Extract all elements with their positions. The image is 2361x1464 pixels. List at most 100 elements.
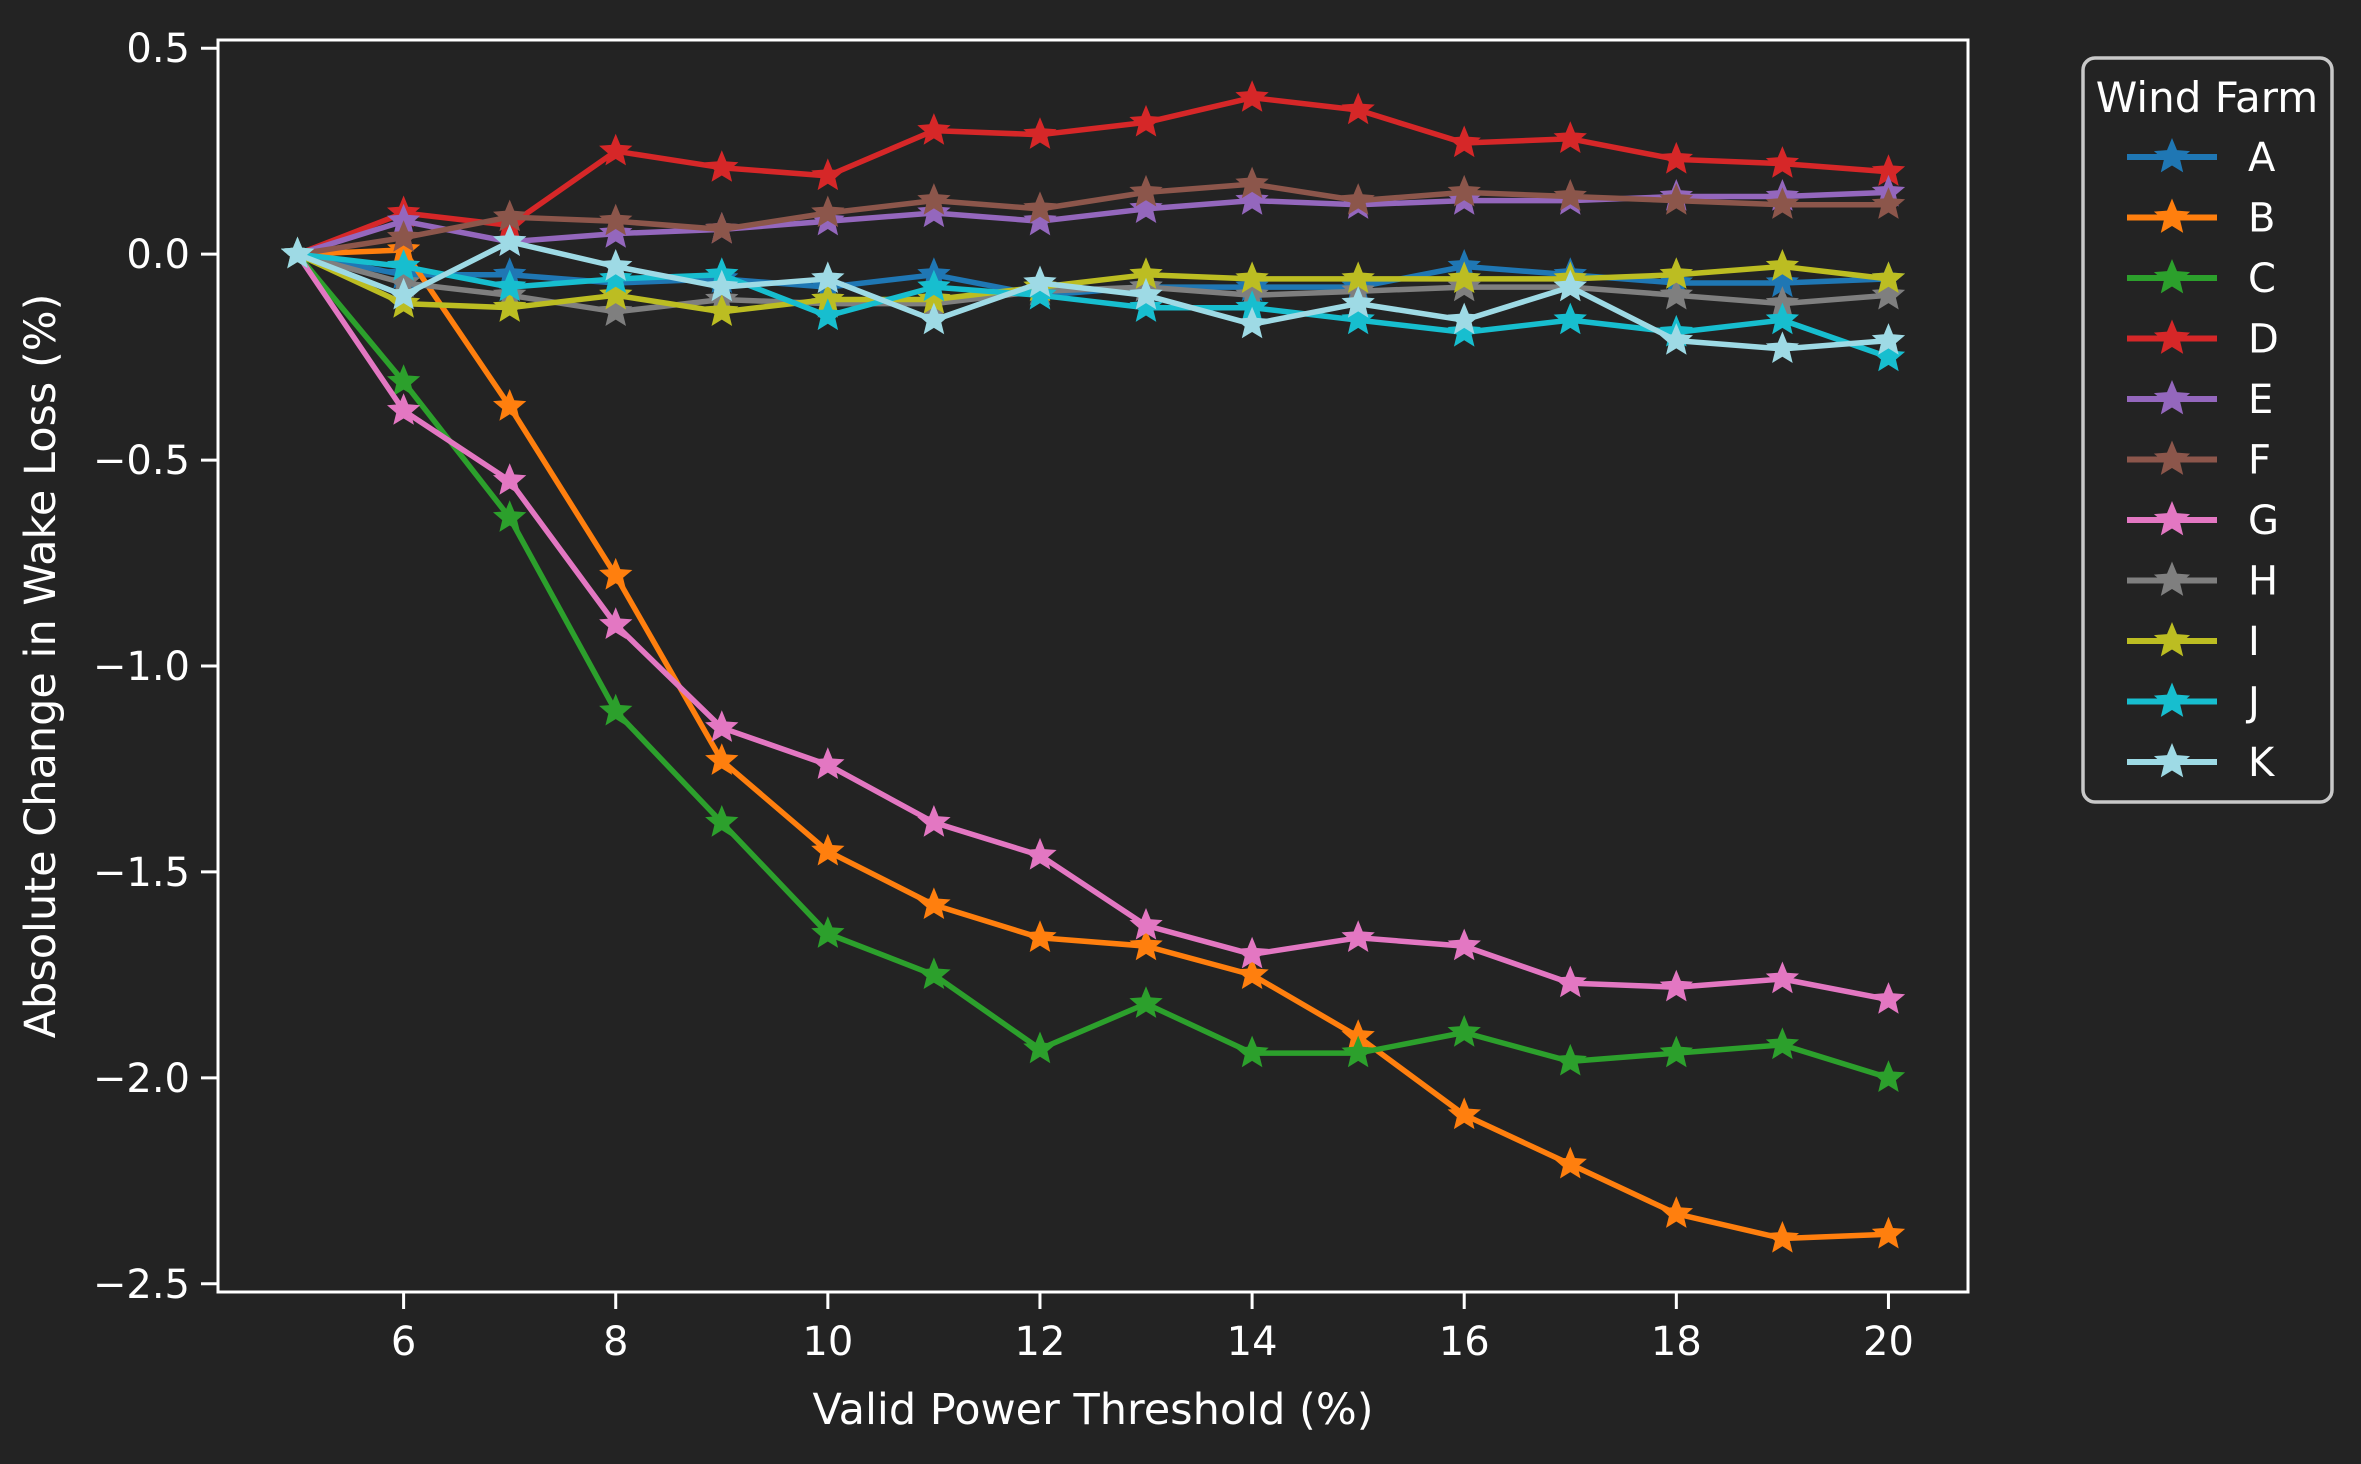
marker-star-K: [1235, 306, 1269, 339]
marker-star-F: [599, 203, 633, 236]
legend-item-A: A: [2127, 135, 2276, 181]
marker-star-B: [1129, 928, 1163, 961]
marker-star-I: [1765, 249, 1799, 281]
x-axis: 6 8 10 12 14 16 18 20: [391, 1292, 1914, 1365]
series-line-G: [294, 251, 1892, 1003]
marker-star-G: [599, 607, 633, 639]
marker-star-J: [599, 261, 633, 293]
marker-star-J: [1871, 339, 1906, 372]
marker-star-F: [1129, 174, 1163, 207]
series-line-F: [294, 181, 1892, 257]
y-tick-label: −1.5: [93, 850, 190, 896]
series-F: [280, 166, 1906, 269]
marker-star-I: [917, 282, 951, 314]
y-tick-label: 0.5: [126, 26, 190, 72]
marker-star-D: [599, 133, 633, 166]
marker-star-F: [1341, 183, 1375, 215]
marker-star-J: [1553, 302, 1587, 335]
marker-star-F: [917, 183, 951, 215]
marker-star-C: [1023, 1031, 1057, 1064]
series-E: [280, 174, 1906, 269]
marker-star-E: [1023, 203, 1057, 236]
marker-star-K: [493, 224, 527, 256]
marker-star-C: [917, 957, 951, 989]
marker-star-F: [1553, 179, 1587, 211]
marker-star-C: [811, 916, 845, 948]
marker-star-B: [1765, 1221, 1799, 1253]
legend-item-C: C: [2127, 256, 2276, 302]
marker-star-F: [811, 195, 845, 228]
legend-item-label-A: A: [2248, 135, 2276, 181]
x-tick-label: 10: [802, 1319, 853, 1365]
x-tick-label: 16: [1439, 1319, 1490, 1365]
legend-item-K: K: [2127, 740, 2276, 786]
x-tick-label: 12: [1015, 1319, 1066, 1365]
marker-star-B: [1553, 1146, 1587, 1179]
legend-item-label-G: G: [2248, 498, 2279, 544]
marker-star-B: [917, 887, 951, 919]
marker-star-G: [1871, 982, 1906, 1014]
marker-star-K: [1553, 269, 1587, 302]
y-axis-label: Absolute Change in Wake Loss (%): [16, 294, 66, 1039]
marker-star-B: [705, 743, 739, 775]
marker-star-I: [1129, 257, 1163, 289]
marker-star-D: [1659, 141, 1693, 174]
marker-star-K: [1129, 277, 1163, 310]
legend-marker-star-F: [2153, 440, 2191, 475]
marker-star-K: [917, 302, 951, 335]
marker-star-D: [1447, 125, 1481, 158]
marker-star-F: [1447, 174, 1481, 207]
marker-star-C: [1659, 1035, 1693, 1068]
legend-item-B: B: [2127, 196, 2275, 242]
marker-star-J: [1129, 290, 1163, 322]
legend-item-label-F: F: [2248, 438, 2271, 484]
marker-star-K: [1023, 265, 1057, 298]
marker-star-F: [493, 199, 527, 232]
marker-star-E: [1129, 191, 1163, 223]
legend-item-H: H: [2127, 559, 2278, 605]
marker-star-C: [1447, 1015, 1481, 1047]
marker-star-F: [1023, 191, 1057, 223]
legend-marker-star-I: [2153, 622, 2191, 657]
marker-star-E: [1235, 183, 1269, 215]
series-G: [280, 236, 1906, 1014]
marker-star-C: [705, 805, 739, 837]
marker-star-K: [280, 236, 315, 269]
legend-marker-star-G: [2153, 501, 2191, 536]
marker-star-F: [1235, 166, 1269, 199]
marker-star-G: [1659, 969, 1693, 1002]
marker-star-K: [1341, 286, 1375, 318]
legend-item-label-D: D: [2248, 317, 2279, 363]
marker-star-J: [917, 269, 951, 302]
marker-star-J: [1023, 277, 1057, 310]
marker-star-G: [1129, 908, 1163, 940]
y-tick-label: −2.5: [93, 1262, 190, 1308]
series-line-J: [294, 251, 1892, 360]
marker-star-I: [705, 294, 739, 326]
legend-marker-star-C: [2153, 259, 2191, 294]
marker-star-D: [1235, 80, 1269, 112]
marker-star-B: [599, 557, 633, 590]
series-line-C: [294, 251, 1892, 1081]
x-tick-label: 14: [1227, 1319, 1278, 1365]
marker-star-I: [599, 277, 633, 310]
legend-item-label-B: B: [2248, 196, 2275, 242]
marker-star-K: [599, 249, 633, 281]
legend-item-E: E: [2127, 377, 2273, 423]
marker-star-J: [493, 269, 527, 302]
legend-title: Wind Farm: [2096, 73, 2318, 122]
marker-star-B: [811, 833, 845, 866]
marker-star-F: [705, 211, 739, 244]
x-tick-label: 6: [391, 1319, 416, 1365]
marker-star-G: [1235, 936, 1269, 969]
axes-frame: [216, 38, 1970, 1294]
marker-star-J: [1235, 290, 1269, 322]
legend-marker-star-J: [2153, 682, 2191, 717]
marker-star-J: [811, 298, 845, 331]
marker-star-I: [1235, 261, 1269, 293]
legend-item-label-J: J: [2245, 680, 2260, 726]
marker-star-D: [1023, 117, 1057, 149]
marker-star-I: [1871, 261, 1906, 293]
